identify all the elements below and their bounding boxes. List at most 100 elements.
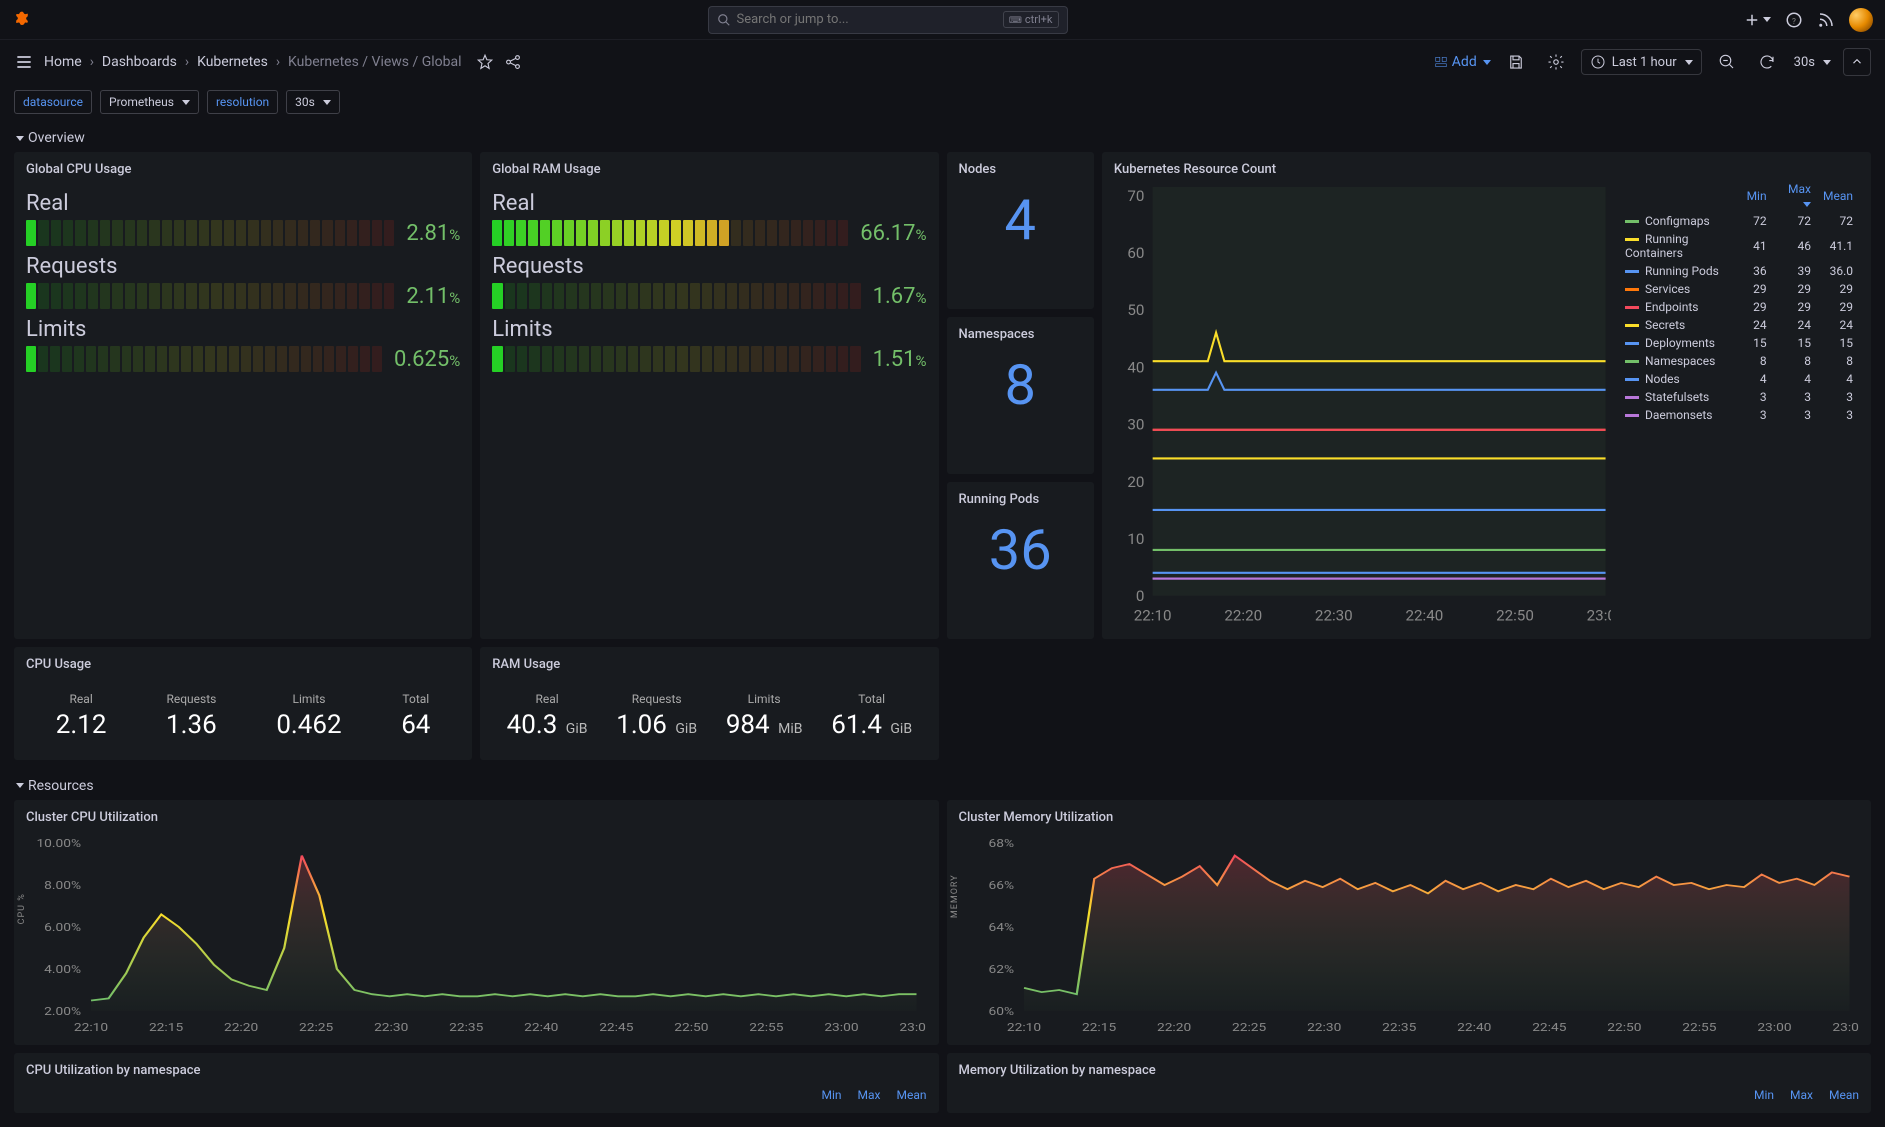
svg-text:23:05: 23:05 [899,1021,926,1034]
svg-text:0: 0 [1136,587,1145,605]
svg-text:10.00%: 10.00% [36,837,81,850]
crumb-current: Kubernetes / Views / Global [288,54,462,70]
user-avatar[interactable] [1849,8,1873,32]
star-icon[interactable] [476,53,494,71]
svg-text:40: 40 [1127,358,1144,376]
rescount-chart: 01020304050607022:1022:2022:3022:4022:50… [1114,187,1611,629]
crumb-kubernetes[interactable]: Kubernetes [197,54,268,70]
var-datasource-value[interactable]: Prometheus [100,90,199,114]
refresh-interval[interactable]: 30s [1792,51,1833,74]
clock-icon [1590,54,1606,70]
save-icon[interactable] [1501,47,1531,77]
svg-text:22:30: 22:30 [1307,1021,1341,1034]
svg-text:22:50: 22:50 [674,1021,708,1034]
menu-icon[interactable] [14,52,34,72]
panel-cluster-cpu: Cluster CPU Utilization CPU % 2.00%4.00%… [14,800,939,1045]
zoom-out-icon[interactable] [1712,47,1742,77]
svg-text:22:10: 22:10 [74,1021,108,1034]
svg-text:22:20: 22:20 [1224,607,1262,625]
panel-cpu-usage: CPU Usage Real2.12Requests1.36Limits0.46… [14,647,472,760]
ns-headers: MinMaxMean [959,1088,1860,1102]
svg-text:2.00%: 2.00% [44,1005,81,1018]
nav-right: Add Last 1 hour 30s [1434,47,1871,77]
rss-icon[interactable] [1817,11,1835,29]
panel-cluster-mem: Cluster Memory Utilization MEMORY 60%62%… [947,800,1872,1045]
plus-icon[interactable] [1743,11,1771,29]
help-icon[interactable]: ? [1785,11,1803,29]
panel-namespaces: Namespaces 8 [947,317,1094,474]
crumb-dashboards[interactable]: Dashboards [102,54,177,70]
svg-text:23:05: 23:05 [1832,1021,1859,1034]
svg-text:4.00%: 4.00% [44,963,81,976]
panel-title: Nodes [959,162,1082,177]
svg-text:23:00: 23:00 [824,1021,858,1034]
svg-text:30: 30 [1127,416,1144,434]
variable-bar: datasource Prometheus resolution 30s [0,84,1885,126]
navbar: Home› Dashboards› Kubernetes› Kubernetes… [0,40,1885,84]
section-overview[interactable]: Overview [0,126,1885,152]
stat-value: 4 [959,187,1082,253]
search-shortcut: ⌨ctrl+k [1003,11,1059,28]
panel-ram-usage: RAM Usage Real40.3 GiBRequests1.06 GiBLi… [480,647,938,760]
stat-column: Nodes 4 Namespaces 8 Running Pods 36 [947,152,1094,639]
panel-global-ram: Global RAM Usage Real66.17%Requests1.67%… [480,152,938,639]
panel-title: Global RAM Usage [492,162,926,177]
svg-text:64%: 64% [988,921,1014,934]
svg-text:20: 20 [1127,473,1144,491]
svg-text:22:55: 22:55 [749,1021,783,1034]
panel-cpu-ns: CPU Utilization by namespace MinMaxMean [14,1053,939,1113]
panel-title: RAM Usage [492,657,926,672]
add-button[interactable]: Add [1434,54,1491,70]
share-icon[interactable] [504,53,522,71]
time-picker[interactable]: Last 1 hour [1581,49,1702,75]
svg-text:60%: 60% [988,1005,1014,1018]
search-box[interactable]: ⌨ctrl+k [708,6,1068,34]
svg-text:22:35: 22:35 [449,1021,483,1034]
svg-text:22:50: 22:50 [1496,607,1534,625]
svg-text:22:25: 22:25 [299,1021,333,1034]
svg-text:23:00: 23:00 [1757,1021,1791,1034]
svg-text:22:20: 22:20 [224,1021,258,1034]
svg-text:22:55: 22:55 [1682,1021,1716,1034]
panel-title: Kubernetes Resource Count [1114,162,1611,177]
svg-text:22:45: 22:45 [599,1021,633,1034]
settings-icon[interactable] [1541,47,1571,77]
refresh-icon[interactable] [1752,47,1782,77]
cluster-cpu-chart: 2.00%4.00%6.00%8.00%10.00%22:1022:1522:2… [26,835,927,1035]
grafana-logo[interactable] [12,10,32,30]
svg-text:10: 10 [1127,530,1144,548]
svg-text:22:15: 22:15 [149,1021,183,1034]
panel-title: Cluster Memory Utilization [959,810,1860,825]
svg-text:22:10: 22:10 [1134,607,1172,625]
search-icon [717,13,731,27]
topbar-right: ? [1743,8,1873,32]
section-resources[interactable]: Resources [0,774,1885,800]
panel-mem-ns: Memory Utilization by namespace MinMaxMe… [947,1053,1872,1113]
svg-text:22:40: 22:40 [1457,1021,1491,1034]
search-input[interactable] [737,12,1003,27]
svg-text:50: 50 [1127,301,1144,319]
svg-text:70: 70 [1127,187,1144,205]
crumb-home[interactable]: Home [44,54,82,70]
var-resolution-value[interactable]: 30s [286,90,340,114]
panel-title: Namespaces [959,327,1082,342]
panel-title: CPU Utilization by namespace [26,1063,927,1078]
resources-grid: Cluster CPU Utilization CPU % 2.00%4.00%… [0,800,1885,1127]
topbar: ⌨ctrl+k ? [0,0,1885,40]
svg-text:66%: 66% [988,879,1014,892]
kiosk-icon[interactable] [1843,48,1871,76]
svg-text:22:25: 22:25 [1232,1021,1266,1034]
svg-text:22:30: 22:30 [374,1021,408,1034]
svg-text:22:45: 22:45 [1532,1021,1566,1034]
svg-text:22:10: 22:10 [1006,1021,1040,1034]
var-resolution: resolution [207,90,278,114]
var-datasource: datasource [14,90,92,114]
svg-text:22:35: 22:35 [1382,1021,1416,1034]
svg-text:22:50: 22:50 [1607,1021,1641,1034]
svg-text:22:20: 22:20 [1157,1021,1191,1034]
svg-text:60: 60 [1127,244,1144,262]
svg-text:?: ? [1792,16,1796,26]
y-label: MEMORY [950,874,960,918]
svg-text:22:30: 22:30 [1315,607,1353,625]
panel-nodes: Nodes 4 [947,152,1094,309]
